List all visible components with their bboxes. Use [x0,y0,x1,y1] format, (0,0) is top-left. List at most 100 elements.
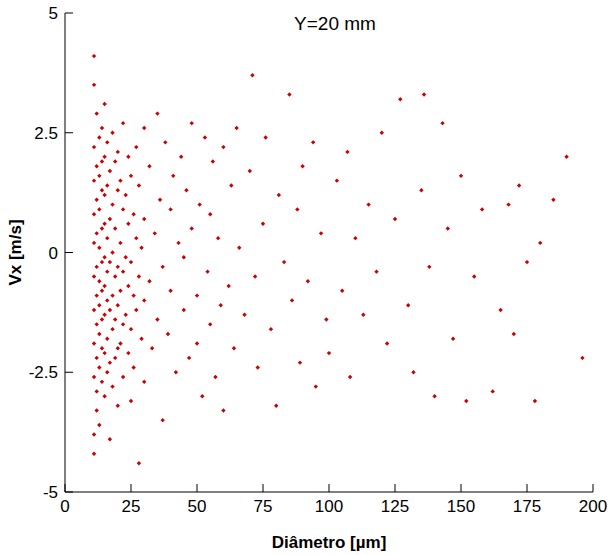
point [102,155,106,159]
point [92,341,96,345]
point [102,102,106,106]
point [263,135,267,139]
point [319,231,323,235]
point [118,241,122,245]
point [134,145,138,149]
point [97,135,101,139]
point [139,246,143,250]
x-tick [65,484,66,492]
point [393,217,397,221]
point [108,217,112,221]
point [116,404,120,408]
point [102,193,106,197]
point [110,293,114,297]
point [94,389,98,393]
point [92,145,96,149]
point [94,265,98,269]
point [108,169,112,173]
point [94,231,98,235]
point [306,279,310,283]
point [97,174,101,178]
y-axis-label: Vx [m/s] [6,219,25,285]
point [121,322,125,326]
point [116,265,120,269]
point [118,341,122,345]
point [216,236,220,240]
point [105,140,109,144]
point [182,308,186,312]
point [102,222,106,226]
point [187,356,191,360]
point [100,226,104,230]
x-tick-label: 25 [122,497,141,516]
point [134,308,138,312]
point [406,303,410,307]
point [94,356,98,360]
points [92,54,585,466]
point [105,269,109,273]
point [498,308,502,312]
point [174,370,178,374]
point [385,341,389,345]
point [147,164,151,168]
point [126,351,130,355]
point [211,159,215,163]
point [221,408,225,412]
point [92,375,96,379]
point [100,126,104,130]
point [451,337,455,341]
point [226,284,230,288]
point [200,394,204,398]
point [100,317,104,321]
y-tick-label: 2.5 [34,124,58,143]
point [97,207,101,211]
point [137,461,141,465]
point [160,418,164,422]
point [327,351,331,355]
point [126,222,130,226]
point [102,394,106,398]
point [311,140,315,144]
point [100,260,104,264]
point [274,404,278,408]
point [102,284,106,288]
point [137,274,141,278]
point [121,375,125,379]
point [253,274,257,278]
point [92,451,96,455]
point [422,92,426,96]
title: Y=20 mm [294,13,376,34]
x-tick [131,484,132,492]
point [137,183,141,187]
x-tick [593,484,594,492]
y-tick [65,252,73,253]
point [129,260,133,264]
point [92,432,96,436]
point [126,155,130,159]
point [139,337,143,341]
point [374,269,378,273]
point [92,274,96,278]
x-tick-label: 75 [254,497,273,516]
point [121,269,125,273]
point [110,131,114,135]
point [229,183,233,187]
point [94,293,98,297]
point [108,437,112,441]
point [538,241,542,245]
point [113,356,117,360]
point [153,231,157,235]
point [94,164,98,168]
point [190,226,194,230]
point [179,155,183,159]
x-tick-label: 150 [447,497,475,516]
point [324,317,328,321]
point [298,360,302,364]
point [277,193,281,197]
point [197,202,201,206]
point [147,279,151,283]
point [427,265,431,269]
point [203,135,207,139]
x-tick-label: 100 [315,497,343,516]
point [108,308,112,312]
